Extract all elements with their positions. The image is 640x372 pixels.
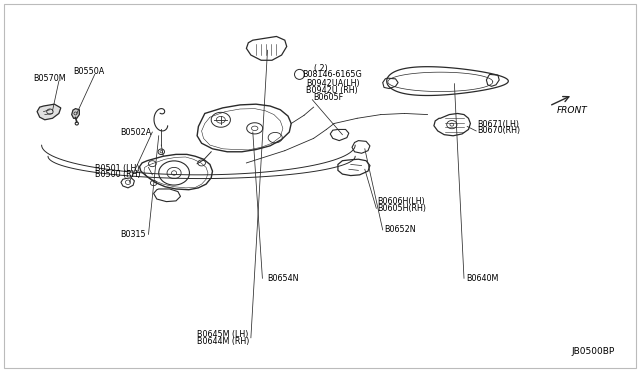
Text: ( 2): ( 2): [314, 64, 327, 73]
Text: B0652N: B0652N: [384, 225, 415, 234]
Text: B0645M (LH): B0645M (LH): [197, 330, 248, 339]
Text: B0315: B0315: [120, 230, 146, 239]
Text: B0605F: B0605F: [314, 93, 344, 102]
Text: B0942U (RH): B0942U (RH): [306, 86, 358, 94]
Text: B0502A: B0502A: [120, 128, 152, 137]
Polygon shape: [37, 104, 61, 120]
Polygon shape: [72, 109, 79, 118]
Text: B0640M: B0640M: [466, 274, 499, 283]
Text: B0644M (RH): B0644M (RH): [197, 337, 250, 346]
Text: B0501 (LH): B0501 (LH): [95, 164, 140, 173]
Text: FRONT: FRONT: [557, 106, 588, 115]
Text: B0606H(LH): B0606H(LH): [378, 197, 426, 206]
Text: B08146-6165G: B08146-6165G: [302, 70, 362, 79]
Text: B0550A: B0550A: [74, 67, 105, 76]
Text: B0570M: B0570M: [33, 74, 66, 83]
Text: B0605H(RH): B0605H(RH): [378, 204, 427, 213]
Text: B0942UA(LH): B0942UA(LH): [306, 79, 360, 88]
Text: B0654N: B0654N: [268, 274, 299, 283]
Text: B0500 (RH): B0500 (RH): [95, 170, 140, 179]
Text: B0670(RH): B0670(RH): [477, 126, 520, 135]
Text: JB0500BP: JB0500BP: [571, 347, 614, 356]
Text: B0671(LH): B0671(LH): [477, 120, 520, 129]
